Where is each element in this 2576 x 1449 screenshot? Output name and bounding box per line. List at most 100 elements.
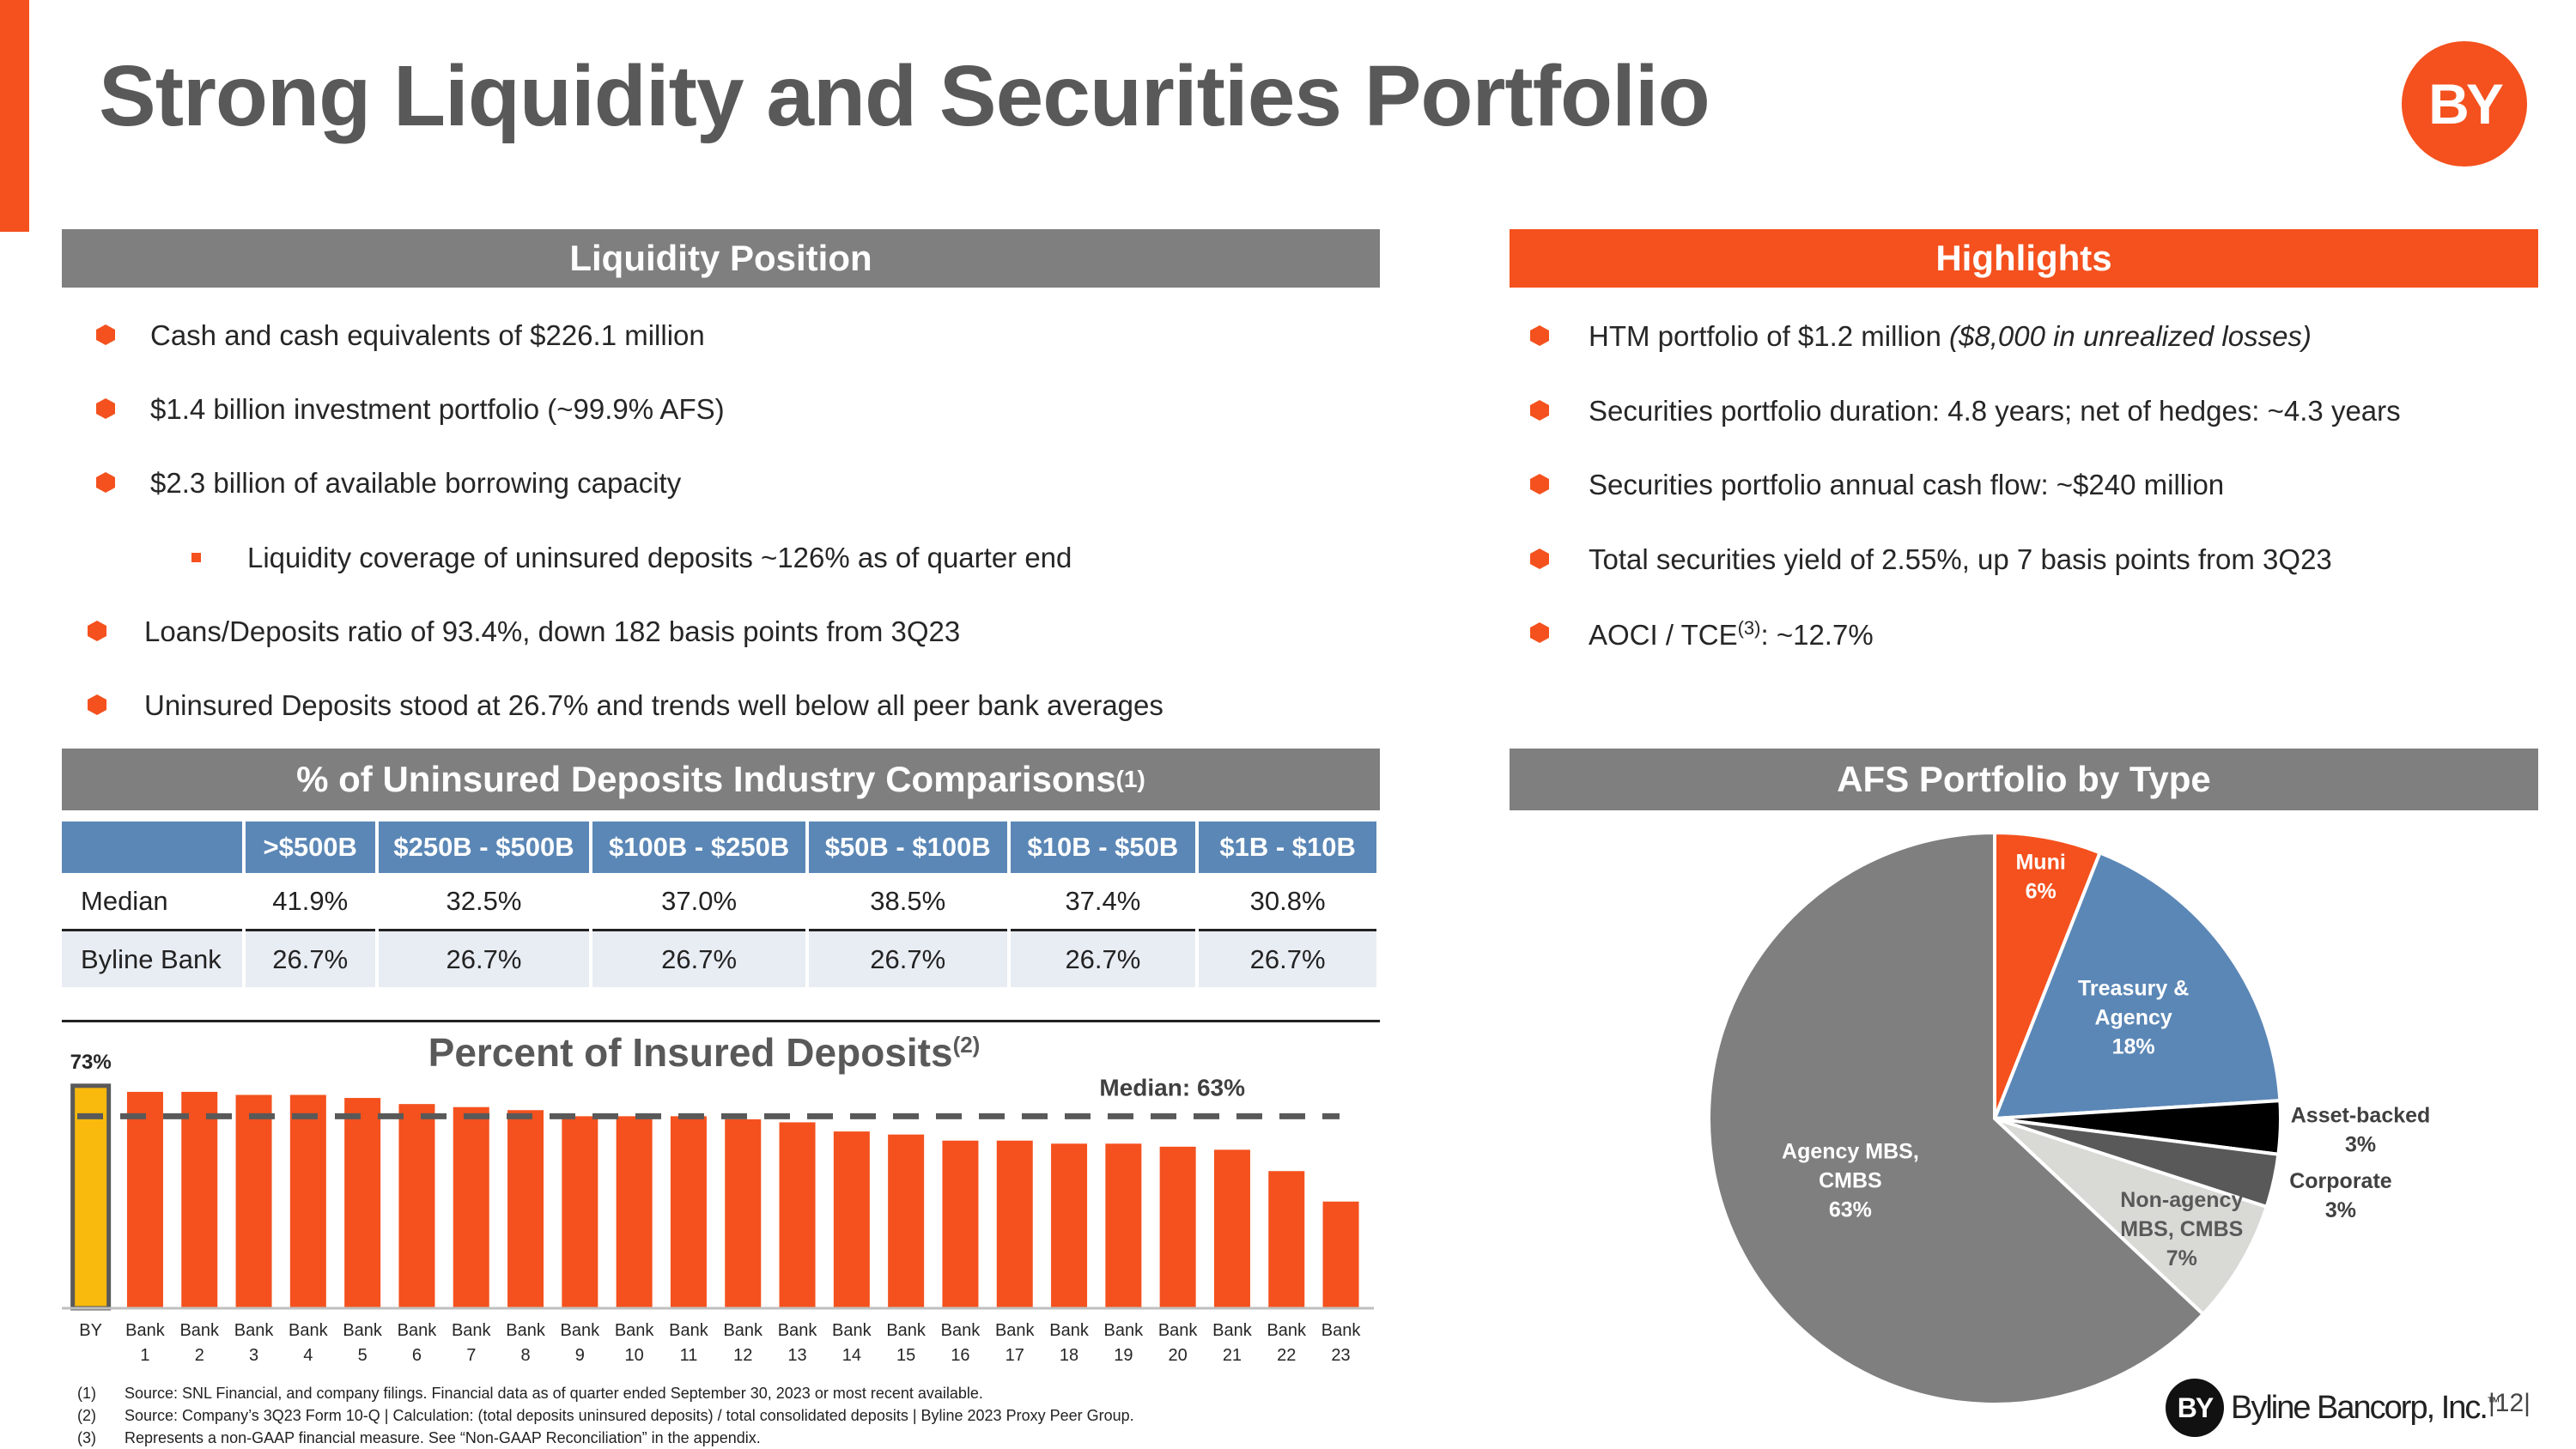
x-tick-label: Bank (1049, 1321, 1090, 1340)
x-tick-label: Bank (1212, 1321, 1253, 1340)
pie-label: 63% (1829, 1198, 1872, 1222)
bar (453, 1106, 489, 1308)
bullet-italic-text: ($8,000 in unrealized losses) (1949, 320, 2312, 352)
footnote: (2) Source: Company’s 3Q23 Form 10-Q | Ca… (77, 1407, 1134, 1424)
x-tick-label: Bank (1267, 1321, 1307, 1340)
list-item: Loans/Deposits ratio of 93.4%, down 182 … (88, 615, 961, 648)
x-tick-label: Bank (1321, 1321, 1362, 1340)
hexagon-bullet-icon (1530, 549, 1549, 569)
column-header: $1B - $10B (1197, 822, 1380, 873)
column-header: $250B - $500B (376, 822, 593, 873)
bullet-text: $2.3 billion of available borrowing capa… (150, 467, 682, 499)
bar (507, 1110, 544, 1308)
median-label: Median: 63% (1099, 1074, 1245, 1100)
table-cell: 41.9% (243, 873, 379, 931)
hexagon-bullet-icon (88, 694, 106, 715)
bar (1268, 1171, 1305, 1308)
bullet-text: Loans/Deposits ratio of 93.4%, down 182 … (144, 615, 961, 647)
list-item: Total securities yield of 2.55%, up 7 ba… (1530, 543, 2332, 576)
bullet-text: Securities portfolio duration: 4.8 years… (1589, 395, 2401, 427)
bar (996, 1140, 1033, 1308)
pie-label: Treasury & (2078, 977, 2189, 1001)
x-tick-label: 17 (1005, 1346, 1024, 1365)
by-value-label: 73% (70, 1051, 112, 1074)
pie-slice (1991, 850, 2282, 1121)
table-cell: 38.5% (806, 873, 1011, 931)
byline-mark-icon: BY (2166, 1379, 2224, 1437)
pie-slice (1993, 1117, 2269, 1317)
bullet-text: AOCI / TCE (1589, 619, 1738, 651)
x-tick-label: Bank (179, 1321, 220, 1340)
x-tick-label: Bank (452, 1321, 492, 1340)
list-item: Liquidity coverage of uninsured deposits… (191, 542, 1072, 574)
afs-pie-chart: Muni 6% Treasury & Agency 18% Asset-backed 3% C… (1707, 830, 2430, 1406)
footnote: (1) Source: SNL Financial, and company fi… (77, 1385, 983, 1402)
pie-label: CMBS (1819, 1169, 1882, 1193)
footnote-ref: (3) (1737, 617, 1761, 639)
bar (1213, 1149, 1250, 1308)
list-item: Uninsured Deposits stood at 26.7% and tr… (88, 689, 1163, 722)
bullet-text: Uninsured Deposits stood at 26.7% and tr… (144, 689, 1163, 721)
byline-logo-icon: BY (2402, 41, 2527, 167)
bar (1051, 1143, 1088, 1308)
table-cell: 37.0% (591, 873, 809, 931)
table-cell: 26.7% (591, 930, 809, 987)
uninsured-comparison-table: >$500B $250B - $500B $100B - $250B $50B … (62, 822, 1380, 987)
table-cell: 37.4% (1008, 873, 1200, 931)
bar (344, 1098, 381, 1308)
pie-labels: Muni 6% Treasury & Agency 18% Asset-backed 3% C… (1782, 851, 2430, 1270)
x-tick-label: 1 (140, 1346, 149, 1365)
pie-label: MBS, CMBS (2120, 1217, 2243, 1241)
pie-label: Agency (2094, 1006, 2172, 1030)
x-tick-label: 5 (358, 1346, 368, 1365)
bar (126, 1091, 163, 1308)
row-label: Median (62, 873, 246, 931)
x-tick-label: 14 (842, 1346, 861, 1365)
bar (833, 1131, 870, 1308)
x-tick-label: 9 (575, 1346, 585, 1365)
x-tick-label: Bank (941, 1321, 981, 1340)
footer-logo: BY Byline Bancorp, Inc.™ (2166, 1378, 2500, 1438)
bullet-text: HTM portfolio of $1.2 million (1589, 320, 1949, 352)
row-label: Byline Bank (62, 930, 246, 987)
hexagon-bullet-icon (1530, 622, 1549, 643)
bar (942, 1140, 979, 1308)
bar (616, 1116, 653, 1308)
bullet-text: $1.4 billion investment portfolio (~99.9… (150, 393, 725, 425)
x-tick-label: 16 (951, 1346, 969, 1365)
table-cell: 26.7% (1197, 930, 1380, 987)
x-tick-label: 7 (466, 1346, 476, 1365)
pie-label: Asset-backed (2291, 1103, 2431, 1127)
x-tick-label: BY (79, 1321, 102, 1340)
insured-deposits-chart: Percent of Insured Deposits(2) Median: 6… (62, 1030, 1374, 1365)
list-item: $2.3 billion of available borrowing capa… (96, 467, 682, 500)
x-tick-label: Bank (1104, 1321, 1145, 1340)
accent-bar (0, 0, 29, 232)
pie-label: 3% (2325, 1198, 2356, 1222)
x-tick-label: Bank (234, 1321, 275, 1340)
x-tick-label: Bank (832, 1321, 872, 1340)
hexagon-bullet-icon (1530, 474, 1549, 494)
bullet-text: : ~12.7% (1760, 619, 1874, 651)
table-cell: 32.5% (376, 873, 593, 931)
bar (1322, 1201, 1359, 1308)
hexagon-bullet-icon (1530, 325, 1549, 346)
chart-divider (62, 1020, 1380, 1022)
pie-label: 6% (2026, 880, 2057, 904)
highlights-header: Highlights (1510, 229, 2538, 288)
x-tick-label: Bank (886, 1321, 927, 1340)
x-tick-label: Bank (723, 1321, 763, 1340)
afs-header: AFS Portfolio by Type (1510, 749, 2538, 810)
company-name: Byline Bancorp, Inc.™ (2231, 1389, 2500, 1426)
x-tick-label: 3 (249, 1346, 258, 1365)
x-tick-label: Bank (1158, 1321, 1199, 1340)
bar (235, 1094, 272, 1308)
bar (779, 1122, 816, 1308)
table-row: Median 41.9% 32.5% 37.0% 38.5% 37.4% 30.… (62, 873, 1380, 931)
x-tick-label: Bank (778, 1321, 818, 1340)
bars (70, 1083, 1359, 1311)
column-header (62, 822, 246, 873)
hexagon-bullet-icon (96, 472, 115, 493)
list-item: Cash and cash equivalents of $226.1 mill… (96, 319, 705, 352)
column-header: >$500B (243, 822, 379, 873)
